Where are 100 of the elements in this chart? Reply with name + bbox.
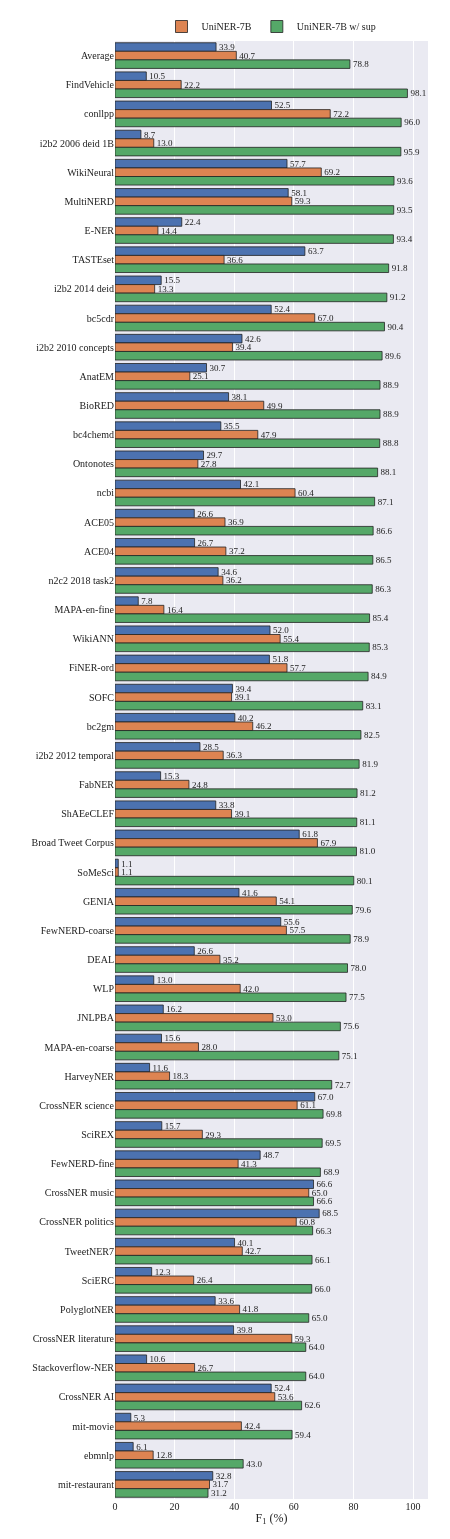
y-tick-label: SciREX: [81, 1129, 115, 1140]
data-label: 39.1: [234, 692, 251, 703]
data-label: 41.8: [242, 1304, 259, 1315]
data-label: 54.1: [279, 896, 296, 907]
data-label: 86.5: [375, 554, 393, 565]
data-label: 93.6: [397, 175, 414, 186]
data-label: 24.8: [191, 779, 209, 790]
data-label: 26.6: [197, 508, 214, 519]
y-tick-label: ACE04: [84, 545, 114, 557]
y-tick-label: CrossNER politics: [39, 1216, 115, 1228]
data-label: 57.7: [290, 158, 307, 169]
data-label: 38.1: [231, 391, 248, 402]
data-label: 25.1: [192, 371, 209, 382]
data-label: 13.0: [156, 138, 173, 149]
x-tick-label: 100: [405, 1501, 421, 1512]
x-tick-label: 40: [229, 1501, 240, 1512]
y-tick-label: CrossNER science: [39, 1099, 115, 1111]
data-label: 6.1: [136, 1441, 148, 1452]
data-label: 88.9: [383, 379, 400, 390]
data-label: 12.3: [154, 1266, 171, 1277]
data-label: 47.9: [260, 429, 278, 440]
y-tick-label: Broad Tweet Corpus: [31, 837, 115, 849]
data-label: 1.1: [121, 867, 133, 878]
y-tick-label: MultiNERD: [64, 195, 114, 207]
data-label: 89.6: [385, 350, 402, 361]
data-label: 66.6: [316, 1196, 333, 1207]
data-label: 59.4: [295, 1429, 312, 1440]
data-label: 69.2: [324, 167, 341, 178]
y-tick-label: GENIA: [82, 895, 115, 907]
y-tick-label: Ontonotes: [72, 458, 115, 470]
y-tick-label: conllpp: [84, 108, 114, 120]
data-label: 78.9: [353, 933, 370, 944]
data-label: 66.3: [315, 1225, 332, 1236]
data-label: 65.0: [311, 1187, 329, 1198]
data-label: 31.2: [211, 1487, 227, 1498]
data-label: 67.9: [320, 837, 337, 848]
x-tick-label: 60: [288, 1501, 299, 1512]
data-label: 84.9: [371, 671, 388, 682]
y-tick-label: DEAL: [87, 954, 114, 966]
data-label: 91.8: [391, 263, 408, 274]
data-label: 66.0: [314, 1283, 331, 1294]
data-label: 98.1: [410, 88, 427, 99]
data-label: 80.1: [356, 875, 373, 886]
data-label: 11.6: [152, 1062, 169, 1073]
data-label: 60.4: [298, 487, 315, 498]
y-tick-label: CrossNER AI: [58, 1391, 114, 1403]
data-label: 67.0: [317, 313, 334, 324]
y-tick-label: bc2gm: [86, 720, 115, 732]
y-tick-label: E-NER: [84, 225, 115, 237]
data-label: 5.3: [133, 1412, 146, 1423]
data-label: 10.6: [149, 1354, 166, 1365]
y-tick-label: Stackoverflow-NER: [32, 1362, 115, 1374]
data-label: 13.0: [156, 975, 173, 986]
data-label: 12.8: [156, 1450, 173, 1461]
data-label: 83.1: [365, 700, 382, 711]
data-label: 42.1: [243, 479, 260, 490]
data-label: 65.0: [311, 1313, 329, 1324]
data-label: 68.9: [323, 1167, 340, 1178]
x-tick-label: 80: [348, 1501, 359, 1512]
data-label: 58.1: [291, 187, 307, 198]
y-tick-label: BioRED: [79, 400, 114, 411]
data-label: 55.6: [283, 916, 300, 927]
legend-label: UniNER-7B w/ sup: [296, 21, 376, 33]
y-tick-label: WikiANN: [72, 633, 114, 645]
data-label: 13.3: [157, 283, 174, 294]
data-label: 41.3: [241, 1158, 258, 1169]
data-label: 7.8: [141, 596, 153, 607]
data-label: 87.1: [377, 496, 394, 507]
data-label: 26.6: [197, 945, 214, 956]
data-label: 93.4: [396, 234, 413, 245]
y-tick-label: ShAEeCLEF: [61, 808, 115, 820]
data-label: 14.4: [160, 225, 178, 236]
data-label: 48.7: [263, 1150, 280, 1161]
data-label: 90.4: [387, 321, 404, 332]
data-label: 88.9: [383, 409, 400, 420]
data-label: 40.2: [237, 712, 254, 723]
y-tick-label: FindVehicle: [65, 79, 115, 91]
data-label: 36.6: [227, 254, 244, 265]
data-label: 15.6: [164, 1033, 181, 1044]
data-label: 39.8: [236, 1325, 253, 1336]
data-label: 57.5: [289, 925, 306, 936]
x-axis-title: F$_{1}$ (%): [255, 1510, 288, 1527]
y-tick-label: n2c2 2018 task2: [48, 574, 114, 586]
data-label: 30.7: [209, 362, 226, 373]
data-label: 66.1: [315, 1254, 331, 1265]
y-tick-label: FewNERD-fine: [50, 1158, 115, 1170]
y-tick-label: MAPA-en-fine: [54, 604, 115, 616]
data-label: 81.1: [359, 817, 376, 828]
data-label: 59.3: [294, 196, 312, 207]
data-label: 31.7: [212, 1479, 229, 1490]
y-tick-label: CrossNER literature: [32, 1333, 115, 1345]
data-label: 1.1: [121, 858, 133, 869]
data-label: 34.6: [221, 566, 238, 577]
data-label: 41.6: [242, 887, 259, 898]
data-label: 49.9: [266, 400, 283, 411]
y-tick-label: JNLPBA: [77, 1012, 115, 1024]
y-tick-label: WLP: [92, 983, 115, 995]
data-label: 42.7: [245, 1246, 262, 1257]
data-label: 86.6: [376, 525, 393, 536]
data-label: 22.2: [184, 79, 200, 90]
